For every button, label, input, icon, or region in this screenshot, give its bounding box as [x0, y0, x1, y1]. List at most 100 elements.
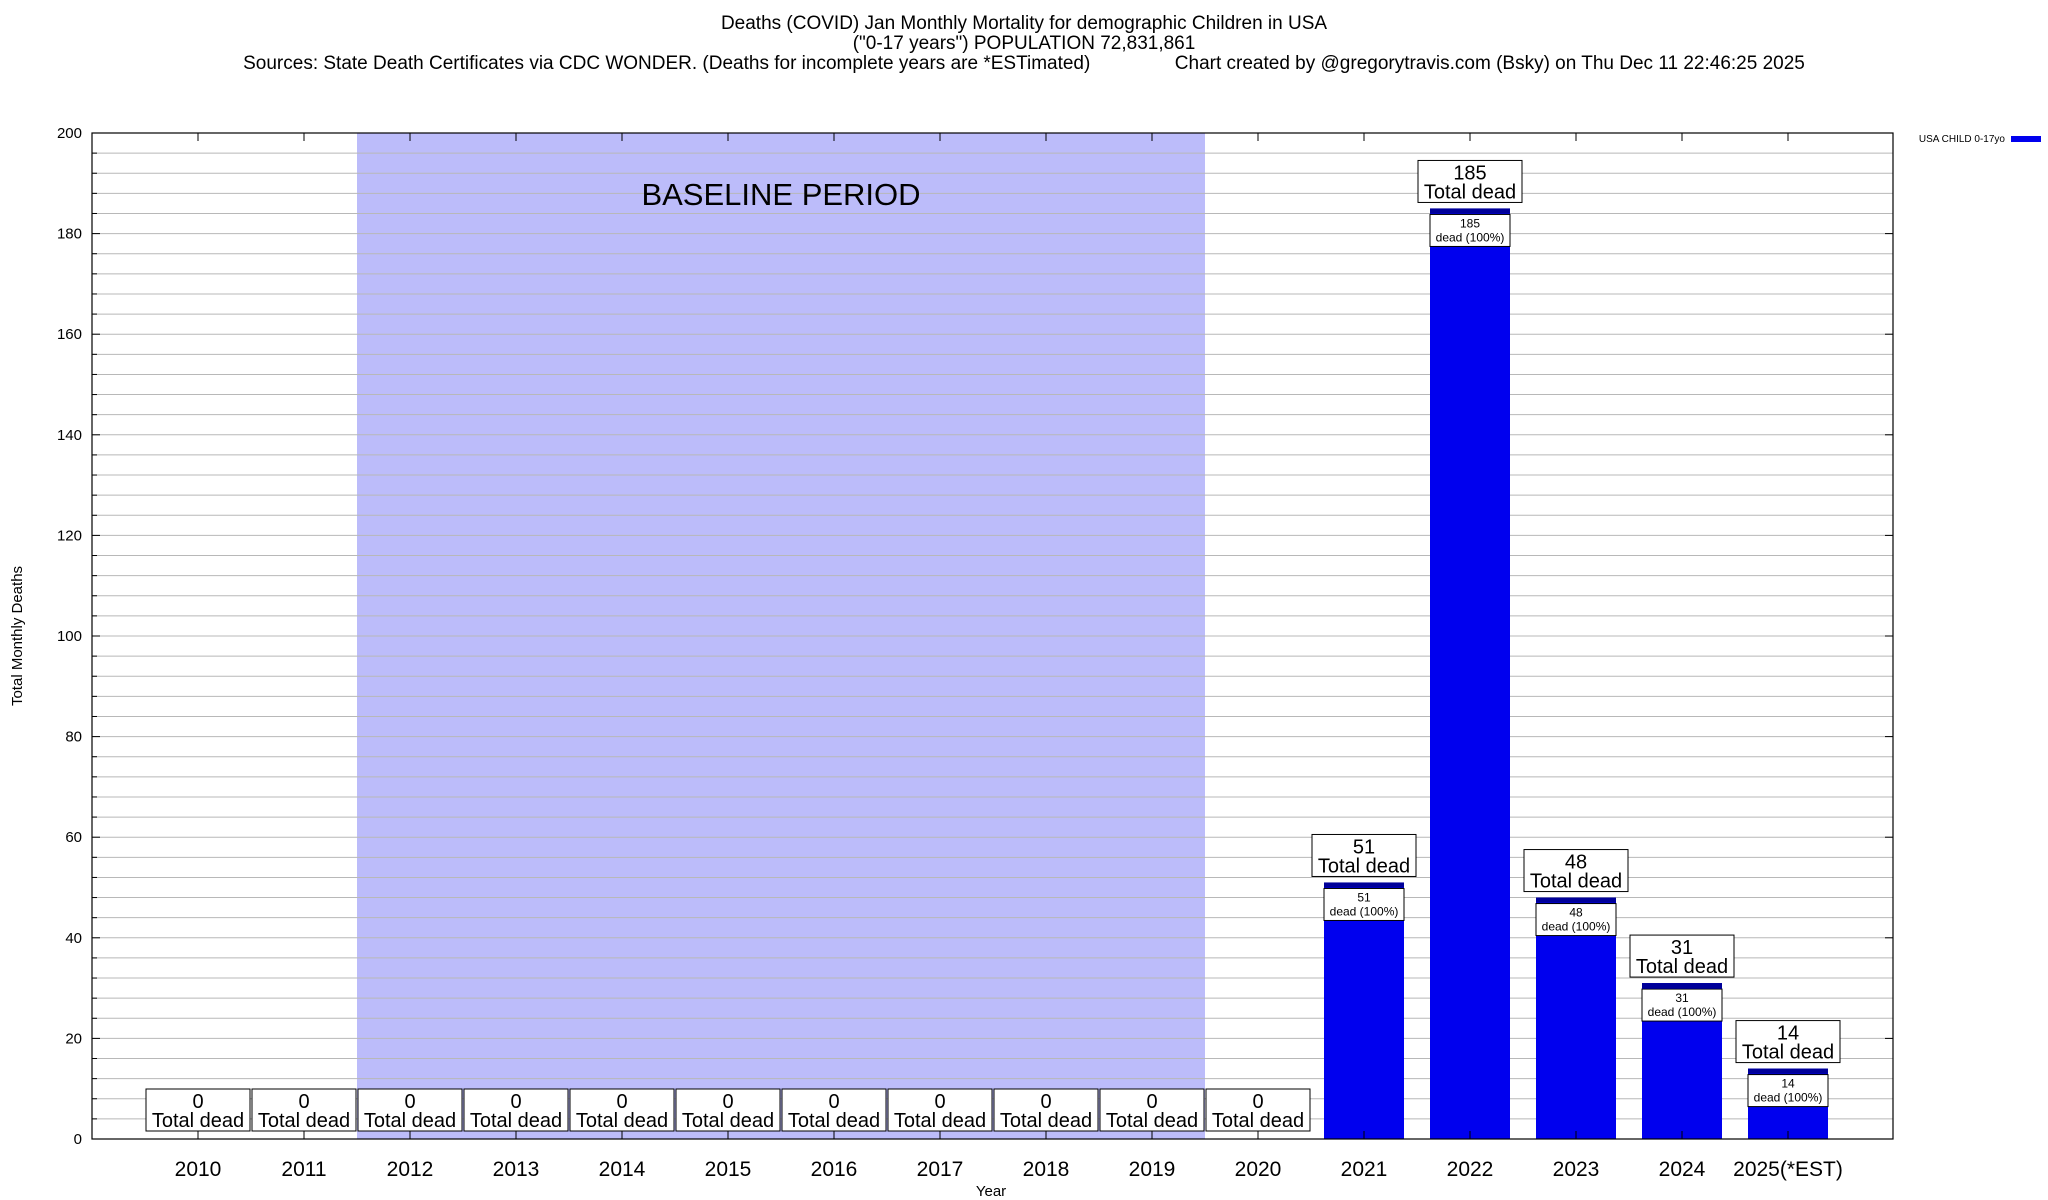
total-label-box: [1735, 1020, 1841, 1064]
total-label-box: [463, 1088, 569, 1132]
y-tick-label: 60: [65, 829, 82, 846]
inner-label-value: 31: [1675, 991, 1689, 1005]
inner-label-value: 14: [1781, 1077, 1795, 1091]
x-tick-label: 2021: [1341, 1158, 1388, 1181]
x-tick-label: 2014: [599, 1158, 646, 1181]
total-label-box: [1523, 849, 1629, 893]
total-label-value: 0: [510, 1091, 521, 1113]
total-label-text: Total dead: [1424, 181, 1516, 203]
total-label-text: Total dead: [1318, 855, 1410, 877]
x-tick-label: 2024: [1659, 1158, 1706, 1181]
chart-title-line-2: ("0-17 years") POPULATION 72,831,861: [852, 33, 1196, 54]
total-label-box: [1311, 833, 1417, 877]
x-tick-label: 2012: [387, 1158, 434, 1181]
bar-top-edge: [1430, 208, 1510, 214]
total-label-text: Total dead: [470, 1110, 562, 1132]
inner-label-value: 48: [1569, 906, 1583, 920]
inner-label-text: dead (100%): [1542, 920, 1611, 934]
total-label-box: [1099, 1088, 1205, 1132]
bar-top-edge: [1642, 983, 1722, 989]
y-tick-label: 20: [65, 1030, 82, 1047]
y-tick-label: 120: [57, 527, 82, 544]
inner-label-box: [1535, 903, 1617, 937]
total-label-value: 185: [1453, 162, 1486, 184]
inner-label-box: [1747, 1074, 1829, 1108]
x-tick-label: 2022: [1447, 1158, 1494, 1181]
x-tick-label: 2015: [705, 1158, 752, 1181]
total-label-text: Total dead: [152, 1110, 244, 1132]
bar-top-edge: [1324, 882, 1404, 888]
total-label-text: Total dead: [682, 1110, 774, 1132]
total-label-text: Total dead: [576, 1110, 668, 1132]
total-label-value: 0: [616, 1091, 627, 1113]
inner-label-value: 51: [1357, 890, 1371, 904]
total-label-text: Total dead: [364, 1110, 456, 1132]
total-label-text: Total dead: [1636, 956, 1728, 978]
total-label-box: [781, 1088, 887, 1132]
total-label-text: Total dead: [1530, 871, 1622, 893]
total-label-value: 0: [404, 1091, 415, 1113]
total-label-value: 0: [828, 1091, 839, 1113]
total-label-box: [675, 1088, 781, 1132]
total-label-value: 0: [298, 1091, 309, 1113]
total-label-value: 0: [1252, 1091, 1263, 1113]
total-label-value: 14: [1777, 1023, 1799, 1045]
y-axis-title: Total Monthly Deaths: [9, 566, 26, 706]
x-tick-label: 2013: [493, 1158, 540, 1181]
y-tick-label: 40: [65, 930, 82, 947]
inner-label-text: dead (100%): [1436, 230, 1505, 244]
x-tick-label: 2018: [1023, 1158, 1070, 1181]
x-tick-label: 2019: [1129, 1158, 1176, 1181]
x-tick-label: 2010: [175, 1158, 222, 1181]
legend-swatch: [2011, 136, 2041, 142]
y-tick-label: 160: [57, 326, 82, 343]
total-label-value: 31: [1671, 937, 1693, 959]
inner-label-text: dead (100%): [1648, 1005, 1717, 1019]
bar: [1430, 208, 1510, 1139]
inner-label-box: [1323, 887, 1405, 921]
total-label-box: [1417, 159, 1523, 203]
total-label-value: 0: [192, 1091, 203, 1113]
total-label-text: Total dead: [1106, 1110, 1198, 1132]
total-label-text: Total dead: [894, 1110, 986, 1132]
bar: [1324, 882, 1404, 1139]
inner-label-box: [1641, 988, 1723, 1022]
total-label-text: Total dead: [788, 1110, 880, 1132]
y-tick-label: 80: [65, 729, 82, 746]
inner-label-box: [1429, 213, 1511, 247]
x-tick-label: 2011: [281, 1158, 326, 1181]
baseline-period-label: BASELINE PERIOD: [641, 177, 920, 212]
total-label-value: 0: [722, 1091, 733, 1113]
y-tick-label: 200: [57, 125, 82, 142]
y-tick-label: 100: [57, 628, 82, 645]
x-tick-label: 2016: [811, 1158, 858, 1181]
total-label-text: Total dead: [1000, 1110, 1092, 1132]
bar: [1536, 897, 1616, 1139]
total-label-box: [1629, 934, 1735, 978]
total-label-box: [887, 1088, 993, 1132]
x-tick-label: 2025(*EST): [1733, 1158, 1843, 1181]
x-axis-title: Year: [976, 1183, 1006, 1200]
total-label-value: 51: [1353, 836, 1375, 858]
y-tick-label: 180: [57, 226, 82, 243]
total-label-box: [993, 1088, 1099, 1132]
chart-title-line-3: Sources: State Death Certificates via CD…: [243, 53, 1805, 74]
y-tick-label: 0: [74, 1131, 82, 1148]
x-tick-label: 2023: [1553, 1158, 1600, 1181]
total-label-text: Total dead: [258, 1110, 350, 1132]
total-label-box: [251, 1088, 357, 1132]
inner-label-value: 185: [1460, 216, 1480, 230]
total-label-box: [145, 1088, 251, 1132]
total-label-value: 0: [1040, 1091, 1051, 1113]
total-label-box: [569, 1088, 675, 1132]
chart-title-line-1: Deaths (COVID) Jan Monthly Mortality for…: [720, 13, 1328, 34]
x-tick-label: 2020: [1235, 1158, 1282, 1181]
inner-label-text: dead (100%): [1754, 1091, 1823, 1105]
x-tick-label: 2017: [917, 1158, 964, 1181]
total-label-value: 0: [1146, 1091, 1157, 1113]
inner-label-text: dead (100%): [1330, 904, 1399, 918]
total-label-text: Total dead: [1742, 1042, 1834, 1064]
y-tick-label: 140: [57, 427, 82, 444]
bar-top-edge: [1536, 897, 1616, 903]
